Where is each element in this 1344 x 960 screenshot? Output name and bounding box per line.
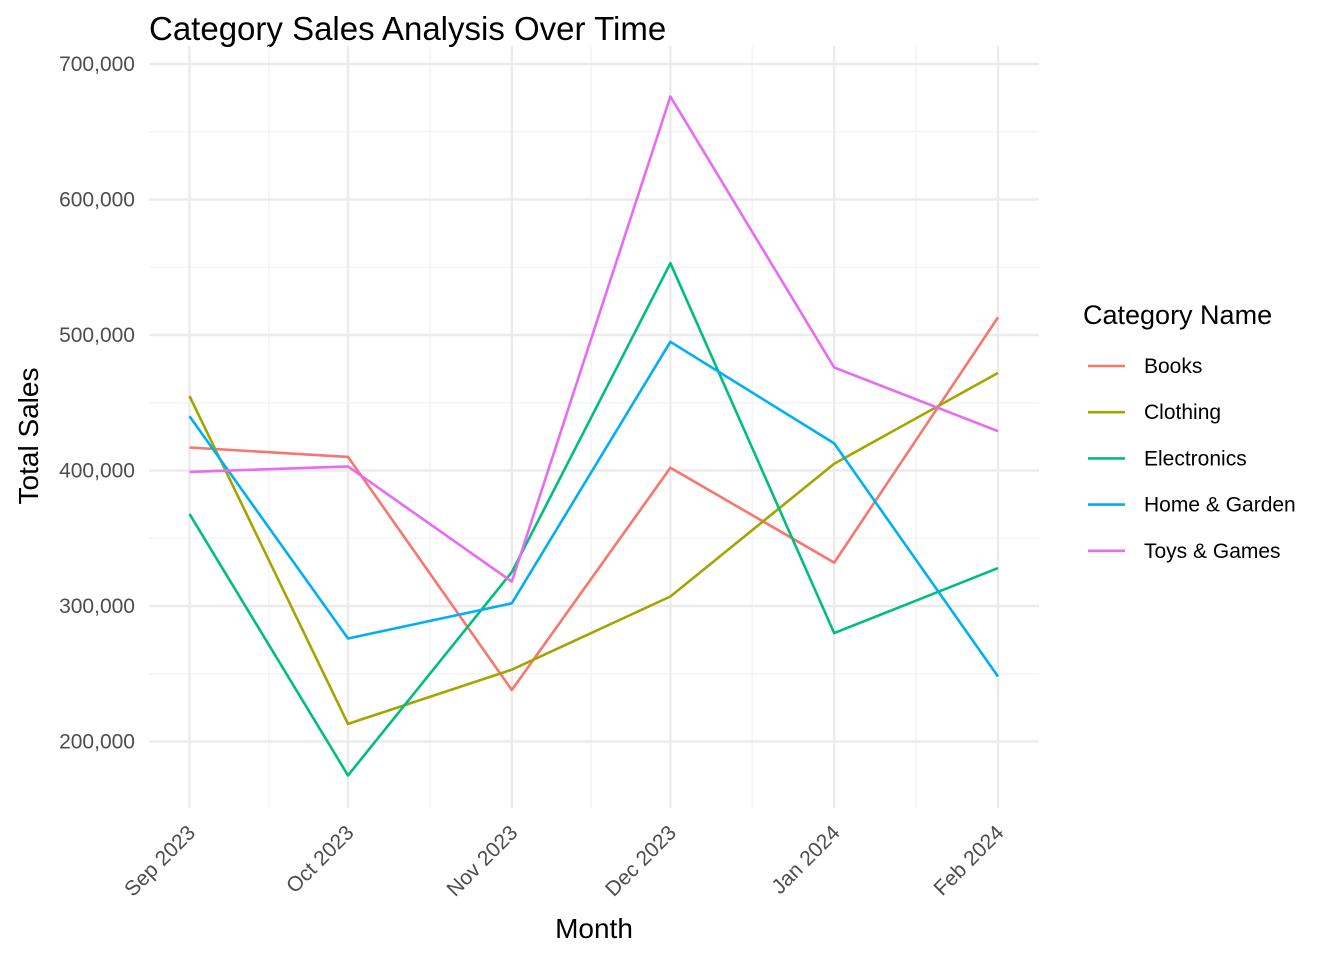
y-tick-label: 700,000 (59, 53, 135, 76)
legend-label-toys-games: Toys & Games (1144, 540, 1281, 563)
y-tick-label: 600,000 (59, 189, 135, 212)
x-tick-label: Oct 2023 (282, 821, 359, 898)
y-axis-title: Total Sales (13, 368, 44, 505)
x-tick-label: Dec 2023 (601, 821, 681, 901)
series-line-clothing (188, 371, 999, 726)
x-tick-label: Sep 2023 (120, 821, 200, 901)
y-tick-label: 500,000 (59, 324, 135, 347)
series-line-electronics (188, 261, 999, 777)
legend-label-home-garden: Home & Garden (1144, 494, 1296, 517)
legend-label-electronics: Electronics (1144, 447, 1247, 470)
chart-title: Category Sales Analysis Over Time (149, 10, 666, 47)
x-axis-ticks: Sep 2023 Oct 2023 Nov 2023 Dec 2023 Jan 2024… (120, 821, 1009, 901)
series-line-books (189, 316, 1000, 692)
legend-label-clothing: Clothing (1144, 401, 1221, 424)
legend-title: Category Name (1083, 300, 1272, 330)
y-axis-ticks: 200,000 300,000 400,000 500,000 600,000 700,0… (59, 53, 135, 754)
grid (149, 46, 1039, 808)
x-axis-title: Month (555, 913, 633, 944)
legend: Books Clothing Electronics Home & Garden Toy… (1088, 355, 1296, 563)
series-line-toys-games (189, 95, 999, 583)
y-tick-label: 400,000 (59, 460, 135, 483)
x-tick-label: Jan 2024 (767, 821, 845, 899)
y-tick-label: 300,000 (59, 595, 135, 618)
legend-label-books: Books (1144, 355, 1202, 378)
series-line-home-garden (188, 340, 1000, 678)
x-tick-label: Feb 2024 (930, 821, 1009, 900)
x-tick-label: Nov 2023 (443, 821, 523, 901)
series-lines (188, 95, 1000, 777)
y-tick-label: 200,000 (59, 731, 135, 754)
